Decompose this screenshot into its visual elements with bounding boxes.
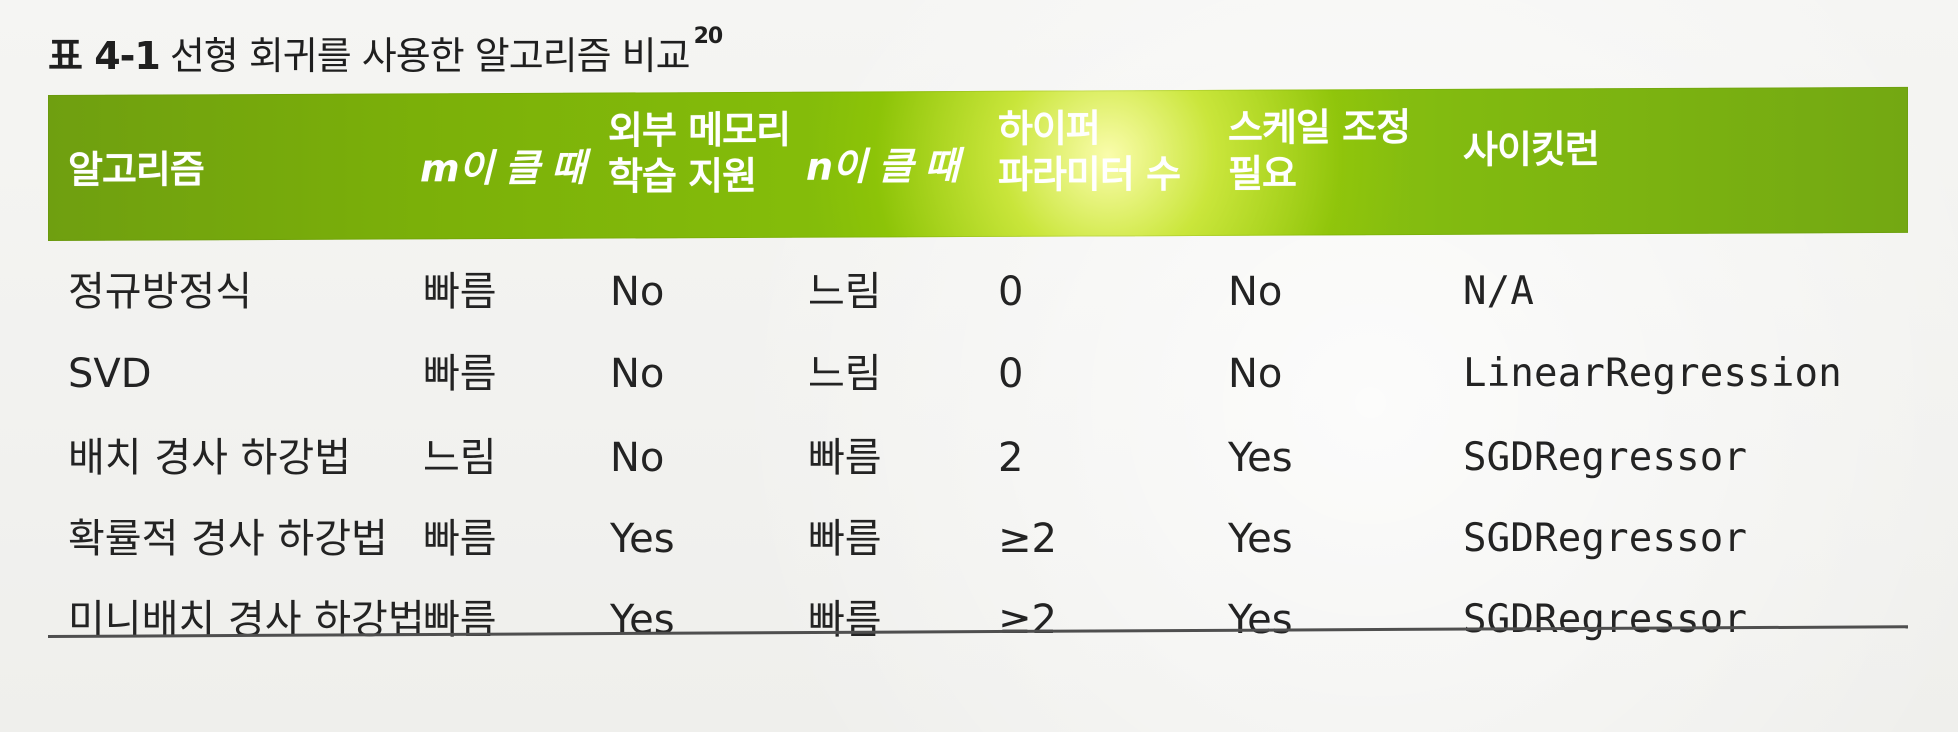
header-m-large: m이 클 때 — [420, 145, 585, 191]
table-row: 미니배치 경사 하강법 빠름 Yes 빠름 ≥2 Yes SGDRegresso… — [48, 595, 1908, 673]
n-large-cell: 빠름 — [808, 516, 882, 562]
table-row: SVD 빠름 No 느림 0 No LinearRegression — [48, 349, 1908, 427]
table-body: 정규방정식 빠름 No 느림 0 No N/A SVD 빠름 No 느림 0 N… — [48, 249, 1908, 647]
hyperparameter-count-cell: ≥2 — [998, 516, 1057, 562]
scaling-cell: No — [1228, 351, 1283, 397]
table-number: 표 4-1 — [48, 34, 161, 78]
header-scaling-required: 스케일 조정 필요 — [1228, 105, 1411, 196]
scaling-cell: Yes — [1228, 435, 1293, 481]
algorithm-cell: 배치 경사 하강법 — [68, 435, 352, 481]
comparison-table: 알고리즘 m이 클 때 외부 메모리 학습 지원 n이 클 때 하이퍼 파라미터… — [48, 86, 1908, 647]
algorithm-cell: 정규방정식 — [68, 269, 252, 315]
m-large-cell: 빠름 — [423, 269, 497, 315]
header-n-large: n이 클 때 — [806, 144, 959, 189]
table-row: 확률적 경사 하강법 빠름 Yes 빠름 ≥2 Yes SGDRegressor — [48, 514, 1908, 592]
table-header: 알고리즘 m이 클 때 외부 메모리 학습 지원 n이 클 때 하이퍼 파라미터… — [48, 86, 1908, 241]
out-of-core-cell: Yes — [610, 597, 675, 643]
header-algorithm: 알고리즘 — [68, 147, 204, 192]
n-large-cell: 느림 — [808, 351, 882, 397]
footnote-marker: 20 — [693, 24, 724, 50]
n-large-cell: 빠름 — [808, 435, 882, 481]
header-sklearn: 사이킷런 — [1463, 127, 1599, 172]
algorithm-cell: SVD — [68, 351, 152, 397]
sklearn-cell: SGDRegressor — [1463, 516, 1748, 561]
m-large-cell: 빠름 — [423, 351, 497, 397]
out-of-core-cell: No — [610, 269, 665, 315]
n-large-cell: 빠름 — [808, 597, 882, 643]
m-large-cell: 빠름 — [423, 516, 497, 562]
hyperparameter-count-cell: 0 — [998, 351, 1024, 397]
m-large-cell: 빠름 — [423, 597, 497, 643]
out-of-core-cell: No — [610, 351, 665, 397]
table-row: 배치 경사 하강법 느림 No 빠름 2 Yes SGDRegressor — [48, 433, 1908, 511]
out-of-core-cell: No — [610, 435, 665, 481]
header-hyperparameters: 하이퍼 파라미터 수 — [998, 106, 1181, 197]
sklearn-cell: SGDRegressor — [1463, 597, 1748, 642]
algorithm-cell: 확률적 경사 하강법 — [68, 516, 388, 562]
scaling-cell: No — [1228, 269, 1283, 315]
sklearn-cell: SGDRegressor — [1463, 435, 1748, 480]
out-of-core-cell: Yes — [610, 516, 675, 562]
header-out-of-core: 외부 메모리 학습 지원 — [608, 107, 791, 199]
hyperparameter-count-cell: 0 — [998, 269, 1024, 315]
m-large-cell: 느림 — [423, 435, 497, 481]
hyperparameter-count-cell: ≥2 — [998, 597, 1057, 643]
table-title: 표 4-1 선형 회귀를 사용한 알고리즘 비교 20 — [48, 24, 724, 80]
hyperparameter-count-cell: 2 — [998, 435, 1024, 481]
scaling-cell: Yes — [1228, 516, 1293, 562]
n-large-cell: 느림 — [808, 269, 882, 315]
sklearn-cell: N/A — [1463, 269, 1535, 314]
table-row: 정규방정식 빠름 No 느림 0 No N/A — [48, 267, 1908, 345]
table-caption: 선형 회귀를 사용한 알고리즘 비교 — [169, 34, 691, 78]
sklearn-cell: LinearRegression — [1463, 351, 1842, 396]
scaling-cell: Yes — [1228, 597, 1293, 643]
